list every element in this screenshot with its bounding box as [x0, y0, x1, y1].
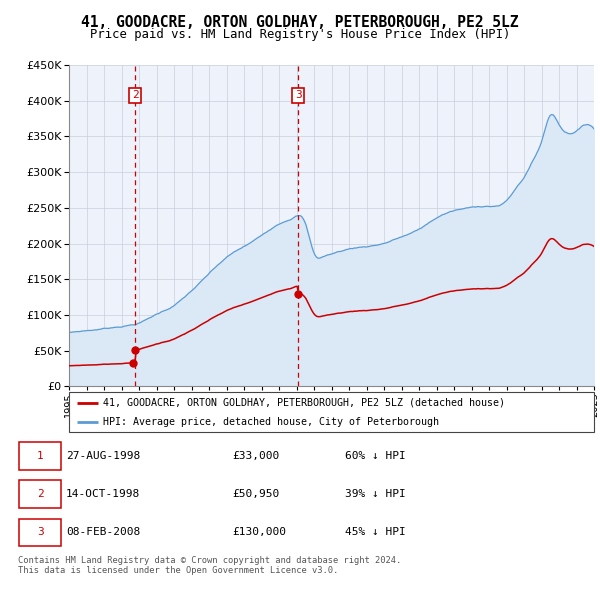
Text: 41, GOODACRE, ORTON GOLDHAY, PETERBOROUGH, PE2 5LZ (detached house): 41, GOODACRE, ORTON GOLDHAY, PETERBOROUG…: [103, 398, 505, 408]
Text: 60% ↓ HPI: 60% ↓ HPI: [345, 451, 406, 461]
Text: £130,000: £130,000: [232, 527, 286, 537]
Text: £50,950: £50,950: [232, 489, 280, 499]
Text: 08-FEB-2008: 08-FEB-2008: [66, 527, 140, 537]
FancyBboxPatch shape: [69, 392, 594, 432]
Text: 41, GOODACRE, ORTON GOLDHAY, PETERBOROUGH, PE2 5LZ: 41, GOODACRE, ORTON GOLDHAY, PETERBOROUG…: [81, 15, 519, 30]
Text: Price paid vs. HM Land Registry's House Price Index (HPI): Price paid vs. HM Land Registry's House …: [90, 28, 510, 41]
Text: HPI: Average price, detached house, City of Peterborough: HPI: Average price, detached house, City…: [103, 417, 439, 427]
Text: Contains HM Land Registry data © Crown copyright and database right 2024.
This d: Contains HM Land Registry data © Crown c…: [18, 556, 401, 575]
Text: 1: 1: [37, 451, 44, 461]
Text: 14-OCT-1998: 14-OCT-1998: [66, 489, 140, 499]
FancyBboxPatch shape: [19, 519, 61, 546]
Text: 2: 2: [37, 489, 44, 499]
Text: £33,000: £33,000: [232, 451, 280, 461]
Text: 2: 2: [132, 90, 139, 100]
Text: 39% ↓ HPI: 39% ↓ HPI: [345, 489, 406, 499]
FancyBboxPatch shape: [19, 480, 61, 508]
Text: 45% ↓ HPI: 45% ↓ HPI: [345, 527, 406, 537]
Text: 27-AUG-1998: 27-AUG-1998: [66, 451, 140, 461]
FancyBboxPatch shape: [19, 442, 61, 470]
Text: 3: 3: [295, 90, 302, 100]
Text: 3: 3: [37, 527, 44, 537]
